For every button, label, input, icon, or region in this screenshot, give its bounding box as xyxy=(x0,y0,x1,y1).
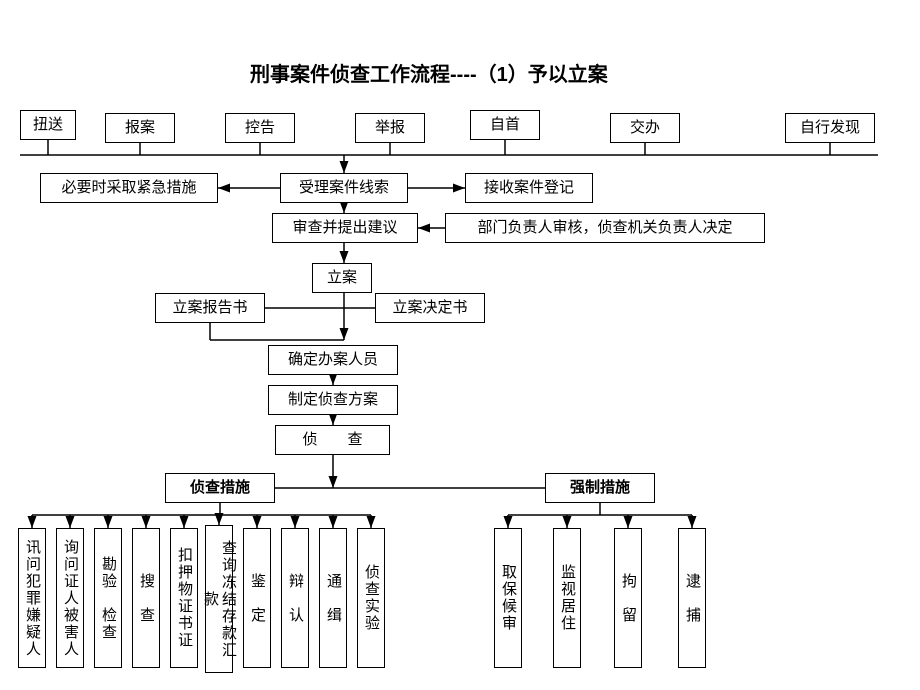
flowchart-node-n18: 侦 查 xyxy=(275,425,390,455)
flowchart-node-v13: 拘 留 xyxy=(614,528,642,668)
flowchart-node-v3: 勘验 检查 xyxy=(94,528,122,668)
flowchart-node-n12: 部门负责人审核，侦查机关负责人决定 xyxy=(445,213,765,243)
flowchart-node-n9: 受理案件线索 xyxy=(280,173,408,203)
flowchart-node-n7: 自行发现 xyxy=(785,113,875,143)
flowchart-node-n15: 立案决定书 xyxy=(375,293,485,323)
flowchart-node-n1: 扭送 xyxy=(20,110,76,140)
flowchart-node-n6: 交办 xyxy=(610,113,680,143)
flowchart-node-v6: 查询冻结存款汇款 xyxy=(205,525,233,673)
flowchart-node-n10: 接收案件登记 xyxy=(465,173,593,203)
flowchart-node-n13: 立案 xyxy=(312,263,372,293)
flowchart-node-n14: 立案报告书 xyxy=(155,293,265,323)
flowchart-node-v14: 逮 捕 xyxy=(678,528,706,668)
flowchart-node-n17: 制定侦查方案 xyxy=(268,385,398,415)
flowchart-node-n8: 必要时采取紧急措施 xyxy=(40,173,218,203)
flowchart-node-n11: 审查并提出建议 xyxy=(272,213,418,243)
flowchart-node-v11: 取保候审 xyxy=(494,528,522,668)
flowchart-node-v1: 讯问犯罪嫌疑人 xyxy=(18,528,46,668)
flowchart-title: 刑事案件侦查工作流程----（1）予以立案 xyxy=(250,58,608,87)
flowchart-node-v5: 扣押物证书证 xyxy=(170,528,198,668)
flowchart-node-n19: 侦查措施 xyxy=(165,473,275,503)
flowchart-node-v9: 通 缉 xyxy=(319,528,347,668)
flowchart-node-n20: 强制措施 xyxy=(545,473,655,503)
flowchart-node-n2: 报案 xyxy=(105,113,175,143)
flowchart-node-v7: 鉴 定 xyxy=(243,528,271,668)
flowchart-node-v4: 搜 查 xyxy=(132,528,160,668)
flowchart-node-n5: 自首 xyxy=(470,110,540,140)
flowchart-node-v10: 侦查实验 xyxy=(357,528,385,668)
flowchart-node-v2: 询问证人被害人 xyxy=(56,528,84,668)
flowchart-node-v8: 辩 认 xyxy=(281,528,309,668)
flowchart-node-v12: 监视居住 xyxy=(553,528,581,668)
flowchart-node-n3: 控告 xyxy=(225,113,295,143)
flowchart-node-n16: 确定办案人员 xyxy=(268,345,398,375)
flowchart-node-n4: 举报 xyxy=(355,113,425,143)
